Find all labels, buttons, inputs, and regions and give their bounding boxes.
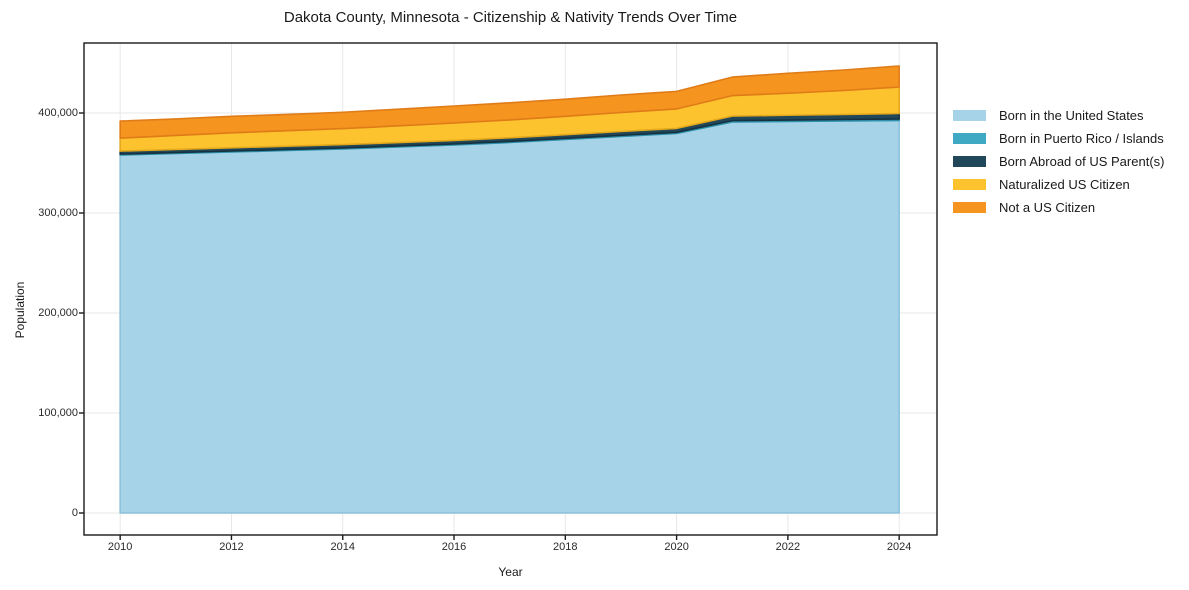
x-tick-label: 2012 (219, 541, 244, 553)
plot-border (83, 42, 938, 536)
y-tick-label: 400,000 (38, 107, 78, 119)
x-axis-label: Year (498, 565, 523, 579)
legend: Born in the United States Born in Puerto … (953, 104, 1164, 219)
area-series (119, 65, 900, 139)
y-tick-label: 300,000 (38, 207, 78, 219)
x-tick-label: 2020 (664, 541, 689, 553)
x-tick-label: 2010 (107, 541, 133, 553)
y-tick-label: 100,000 (38, 407, 78, 419)
legend-swatch (953, 110, 986, 121)
legend-swatch (953, 133, 986, 144)
x-tick-label: 2016 (441, 541, 467, 553)
legend-label: Born in Puerto Rico / Islands (999, 131, 1164, 146)
legend-item: Not a US Citizen (953, 196, 1164, 219)
x-tick-label: 2022 (775, 541, 801, 553)
x-tick-label: 2014 (330, 541, 355, 553)
legend-swatch (953, 202, 986, 213)
legend-item: Born Abroad of US Parent(s) (953, 150, 1164, 173)
legend-label: Naturalized US Citizen (999, 177, 1130, 192)
y-tick-label: 200,000 (38, 307, 78, 319)
legend-label: Not a US Citizen (999, 200, 1096, 215)
y-tick-label: 0 (71, 507, 78, 519)
legend-item: Born in Puerto Rico / Islands (953, 127, 1164, 150)
legend-swatch (953, 179, 986, 190)
legend-label: Born in the United States (999, 108, 1144, 123)
x-tick-label: 2024 (886, 541, 912, 553)
legend-item: Naturalized US Citizen (953, 173, 1164, 196)
x-tick-label: 2018 (553, 541, 578, 553)
legend-swatch (953, 156, 986, 167)
chart-title: Dakota County, Minnesota - Citizenship &… (283, 9, 738, 26)
legend-label: Born Abroad of US Parent(s) (999, 154, 1165, 169)
area-series (119, 119, 900, 514)
legend-item: Born in the United States (953, 104, 1164, 127)
